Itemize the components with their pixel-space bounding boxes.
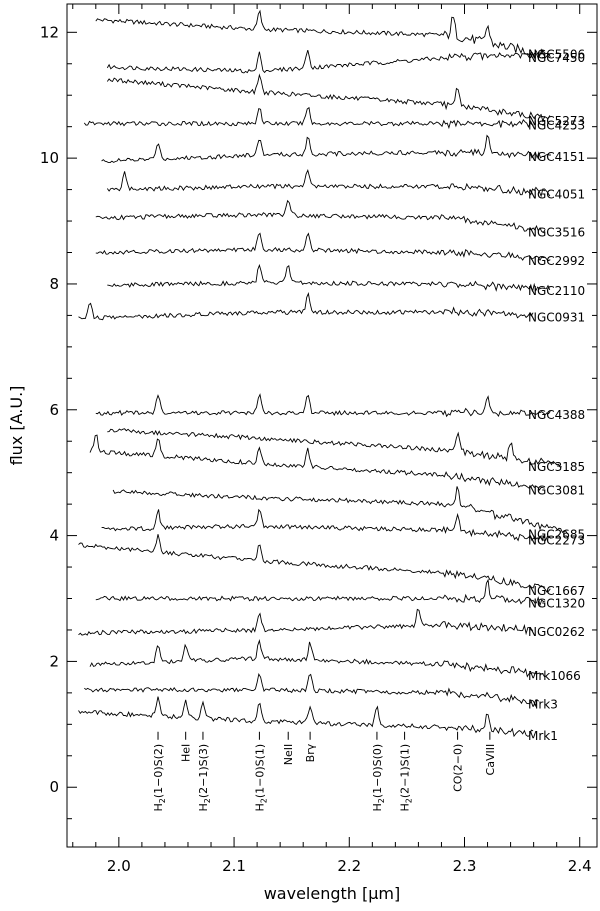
y-axis-title: flux [A.U.] <box>7 386 26 466</box>
line-label-h2-21-s3: H2(2−1)S(3) <box>197 744 212 812</box>
label-ngc4253: NGC4253 <box>528 119 585 133</box>
label-ngc2992: NGC2992 <box>528 254 585 268</box>
x-tick-label: 2.2 <box>337 857 361 875</box>
label-ngc1667: NGC1667 <box>528 584 585 598</box>
line-label-h2-10-s2: H2(1−0)S(2) <box>152 744 167 812</box>
label-ngc5273: NGC5273 <box>528 114 585 128</box>
label-ngc3185: NGC3185 <box>528 460 585 474</box>
spectrum-mrk3 <box>84 672 540 708</box>
line-label-subscript: 2 <box>405 798 414 803</box>
spectrum-ngc5273 <box>106 73 551 123</box>
spectrum-ngc2110 <box>107 263 551 292</box>
line-label-transition: (1−0)S(0) <box>371 744 384 798</box>
spectrum-ngc4051 <box>106 168 551 198</box>
line-label-main: H <box>371 803 384 811</box>
label-mrk1: Mrk1 <box>528 729 558 743</box>
y-tick-label: 10 <box>40 149 59 167</box>
label-ngc4151: NGC4151 <box>528 150 585 164</box>
label-ngc2110: NGC2110 <box>528 284 585 298</box>
line-label-main: Brγ <box>304 743 317 762</box>
label-ngc2273: NGC2273 <box>528 534 585 548</box>
y-tick-label: 12 <box>40 23 59 41</box>
line-label-main: H <box>152 803 165 811</box>
label-mrk1066: Mrk1066 <box>528 669 581 683</box>
line-label-subscript: 2 <box>377 798 386 803</box>
y-tick-label: 2 <box>49 652 59 670</box>
spectrum-ngc3516 <box>95 199 546 234</box>
line-label-transition: (1−0)S(1) <box>253 744 266 798</box>
line-label-subscript: 2 <box>158 798 167 803</box>
line-label-h2-10-s0: H2(1−0)S(0) <box>371 744 386 812</box>
spectrum-ngc3185 <box>107 428 563 468</box>
spectrum-mrk1 <box>78 696 534 738</box>
spectrum-mrk1066 <box>89 639 545 678</box>
x-tick-label: 2.3 <box>453 857 477 875</box>
line-label-h2-21-s1: H2(2−1)S(1) <box>399 744 414 812</box>
spectrum-ngc0262 <box>78 608 534 636</box>
line-label-main: CO(2−0) <box>452 744 465 792</box>
line-label-caviii: CaVIII <box>484 744 497 776</box>
spectrum-ngc0931 <box>78 291 534 321</box>
label-ngc2685: NGC2685 <box>528 527 585 541</box>
x-tick-label: 2.1 <box>222 857 246 875</box>
label-ngc7450: NGC7450 <box>528 51 585 65</box>
label-ngc4388: NGC4388 <box>528 408 585 422</box>
line-label-subscript: 2 <box>259 798 268 803</box>
line-label-co-20: CO(2−0) <box>452 744 465 792</box>
spectrum-ngc4388 <box>95 393 551 418</box>
spectrum-ngc2992 <box>95 232 551 262</box>
spectrum-ngc2685 <box>112 486 568 535</box>
y-tick-label: 0 <box>49 778 59 796</box>
label-ngc1320: NGC1320 <box>528 597 585 611</box>
x-axis-title: wavelength [μm] <box>264 884 401 903</box>
label-ngc4051: NGC4051 <box>528 188 585 202</box>
spectrum-ngc5506 <box>106 49 551 74</box>
y-tick-label: 8 <box>49 275 59 293</box>
x-tick-label: 2.4 <box>568 857 592 875</box>
spectrum-ngc1320 <box>95 578 546 607</box>
spectrum-ngc2273 <box>101 508 552 542</box>
line-label-brg: Brγ <box>304 743 317 762</box>
spectrum-ngc4253 <box>83 106 534 130</box>
spectrum-ngc1667 <box>78 534 551 593</box>
y-tick-label: 4 <box>49 527 59 545</box>
label-ngc3516: NGC3516 <box>528 225 585 239</box>
line-label-h2-10-s1: H2(1−0)S(1) <box>253 744 268 812</box>
line-label-main: HeI <box>180 744 193 762</box>
line-label-main: H <box>197 803 210 811</box>
line-label-main: NeII <box>282 744 295 765</box>
spectrum-ngc3081 <box>89 434 545 491</box>
line-label-main: H <box>253 803 266 811</box>
x-tick-label: 2.0 <box>107 857 131 875</box>
line-label-hei: HeI <box>180 744 193 762</box>
label-ngc5506: NGC5506 <box>528 47 585 61</box>
line-label-transition: (2−1)S(1) <box>399 744 412 798</box>
label-ngc0262: NGC0262 <box>528 625 585 639</box>
line-label-transition: (2−1)S(3) <box>197 744 210 798</box>
label-ngc0931: NGC0931 <box>528 310 585 324</box>
line-label-neii: NeII <box>282 744 295 765</box>
y-tick-label: 6 <box>49 401 59 419</box>
spectrum-ngc4151 <box>101 134 551 164</box>
line-label-main: CaVIII <box>484 744 497 776</box>
line-label-main: H <box>399 803 412 811</box>
line-label-subscript: 2 <box>203 798 212 803</box>
label-mrk3: Mrk3 <box>528 697 558 711</box>
line-label-transition: (1−0)S(2) <box>152 744 165 798</box>
spectrum-ngc7450 <box>95 9 551 60</box>
label-ngc3081: NGC3081 <box>528 483 585 497</box>
plot-frame <box>66 3 598 848</box>
